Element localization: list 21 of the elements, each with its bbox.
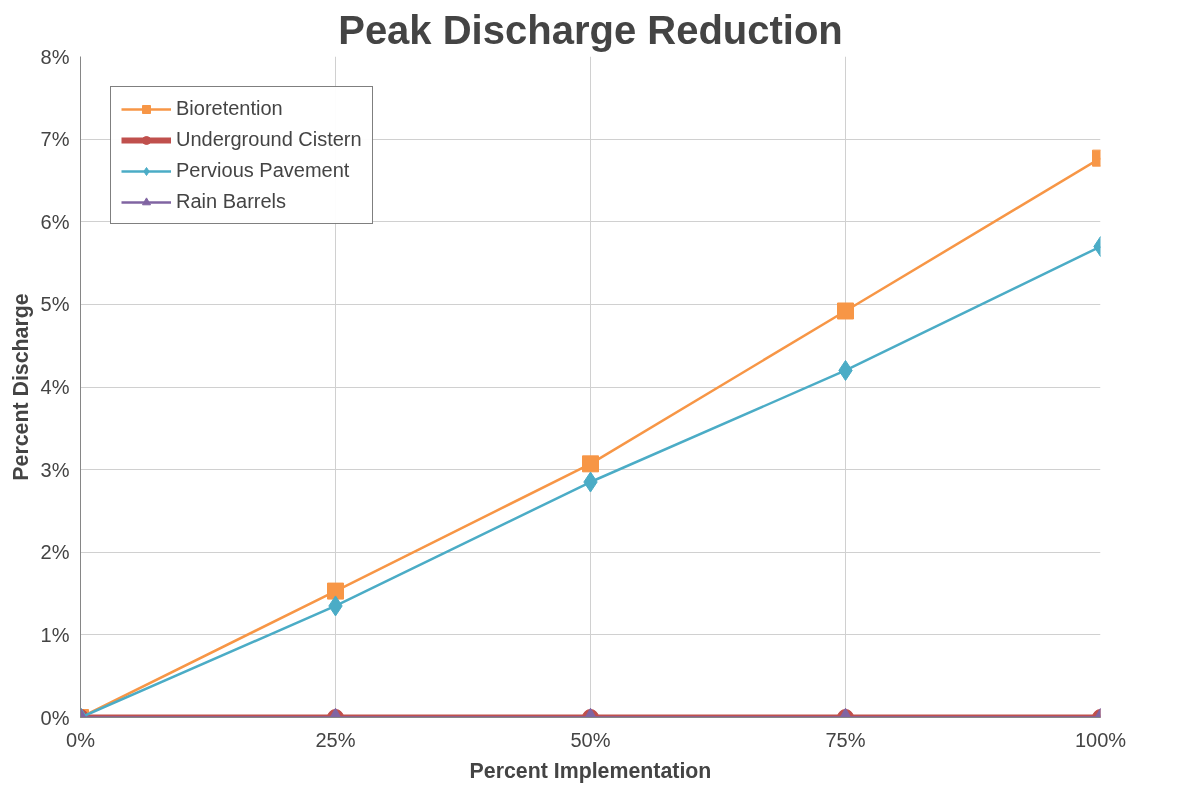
y-axis-title: Percent Discharge (8, 293, 33, 481)
legend-label: Bioretention (176, 97, 283, 120)
x-tick-label: 25% (315, 728, 356, 751)
y-tick-label: 1% (40, 623, 70, 646)
y-tick-label: 6% (40, 210, 70, 233)
x-tick-label: 75% (825, 728, 866, 751)
legend-label: Pervious Pavement (176, 159, 350, 182)
x-tick-label: 50% (570, 728, 611, 751)
x-tick-label: 100% (1074, 728, 1127, 751)
legend-label: Underground Cistern (176, 128, 362, 151)
y-tick-label: 3% (40, 458, 70, 481)
legend-label: Rain Barrels (176, 190, 287, 213)
chart-title: Peak Discharge Reduction (338, 7, 843, 52)
y-tick-label: 8% (40, 45, 70, 68)
x-axis-title: Percent Implementation (469, 758, 712, 783)
y-tick-label: 7% (40, 128, 70, 151)
y-tick-label: 4% (40, 376, 70, 398)
x-tick-label: 0% (66, 728, 96, 751)
y-tick-label: 0% (40, 706, 70, 729)
y-tick-label: 2% (40, 541, 70, 564)
y-tick-label: 5% (40, 293, 70, 316)
